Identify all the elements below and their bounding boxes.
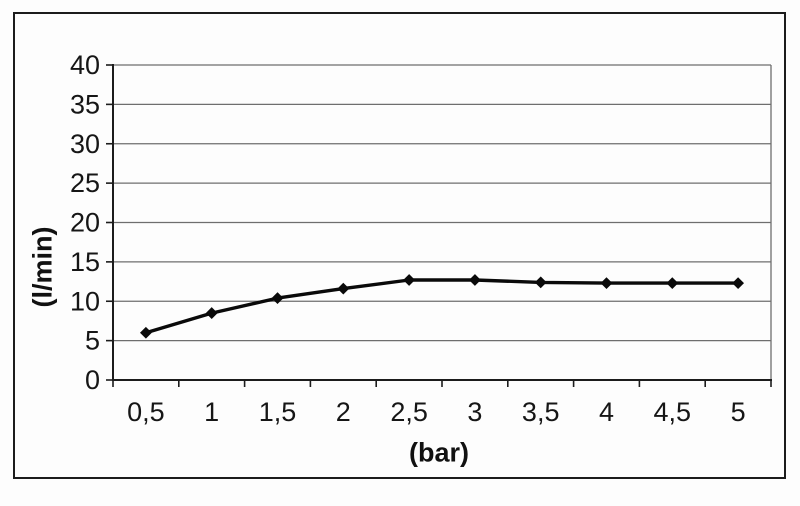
x-tick-label: 2,5 (390, 397, 428, 427)
chart-frame (13, 12, 786, 479)
data-point-marker (666, 277, 679, 290)
y-tick-label: 10 (70, 286, 100, 316)
data-point-marker (337, 282, 350, 295)
y-tick-label: 25 (70, 168, 100, 198)
y-tick-label: 40 (70, 50, 100, 80)
y-axis-title: (l/min) (27, 226, 58, 308)
y-tick-label: 35 (70, 89, 100, 119)
data-point-marker (534, 276, 547, 289)
y-tick-label: 20 (70, 208, 100, 238)
x-tick-label: 0,5 (127, 397, 165, 427)
x-tick-label: 1 (204, 397, 219, 427)
data-point-marker (732, 277, 745, 290)
x-tick-label: 3 (467, 397, 482, 427)
data-point-marker (271, 292, 284, 305)
x-tick-label: 4,5 (654, 397, 692, 427)
x-tick-label: 3,5 (522, 397, 560, 427)
x-tick-label: 2 (336, 397, 351, 427)
data-point-marker (600, 277, 613, 290)
y-tick-label: 0 (85, 365, 100, 395)
data-point-marker (205, 307, 218, 319)
y-tick-label: 15 (70, 247, 100, 277)
x-axis-title: (bar) (409, 437, 469, 468)
data-point-marker (468, 274, 481, 286)
series-line (144, 278, 740, 335)
y-tick-label: 30 (70, 129, 100, 159)
x-tick-label: 5 (731, 397, 746, 427)
data-point-marker (139, 326, 152, 339)
x-tick-label: 4 (599, 397, 614, 427)
y-tick-label: 5 (85, 326, 100, 356)
x-tick-label: 1,5 (259, 397, 297, 427)
data-point-marker (403, 274, 416, 286)
